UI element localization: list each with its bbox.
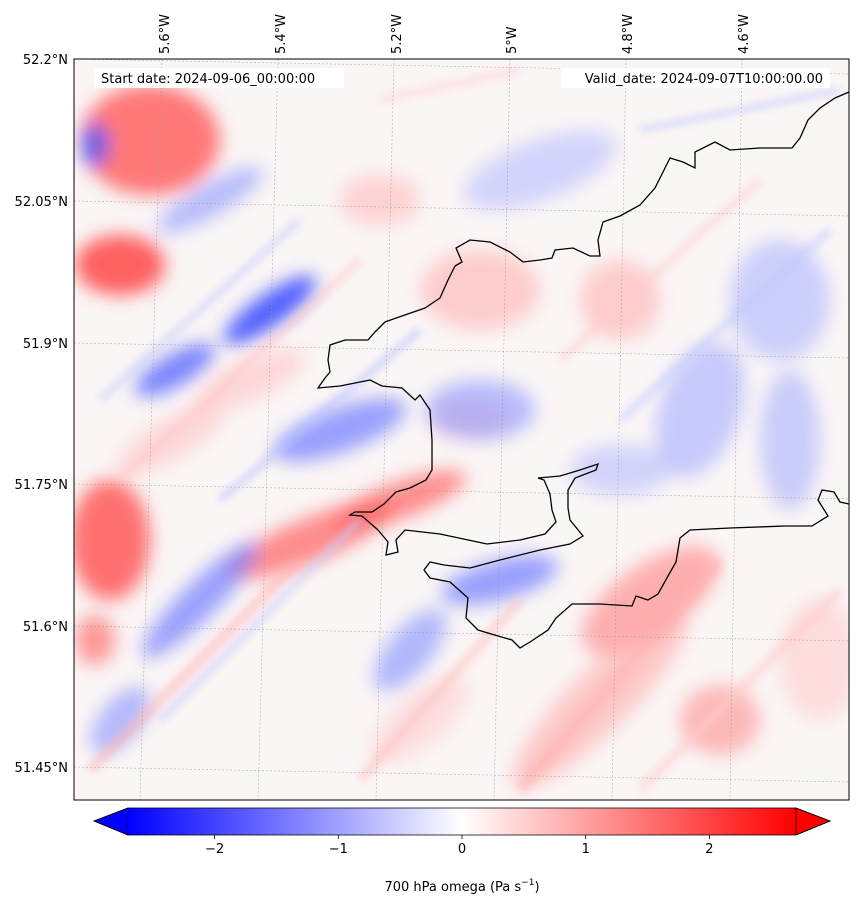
- coastline: [316, 91, 849, 649]
- colorbar-tick-label: 0: [458, 842, 466, 857]
- longitude-labels: 5.6°W 5.4°W 5.2°W 5°W 4.8°W 4.6°W: [158, 14, 752, 54]
- latitude-labels: 52.2°N 52.05°N 51.9°N 51.75°N 51.6°N 51.…: [15, 53, 68, 776]
- lat-label-51-45n: 51.45°N: [15, 761, 68, 776]
- colorbar: −2 −1 0 1 2 700 hPa omega (Pa s−1): [92, 807, 832, 895]
- colorbar-tick-label: −2: [205, 842, 224, 857]
- lat-label-51-75n: 51.75°N: [15, 478, 68, 493]
- valid-date-box: Valid_date: 2024-09-07T10:00:00.00: [561, 68, 830, 88]
- colorbar-tick-label: −1: [329, 842, 348, 857]
- lon-label-5-6w: 5.6°W: [158, 14, 173, 54]
- colorbar-ticks: −2 −1 0 1 2: [205, 835, 714, 857]
- omega-field-map: Start date: 2024-09-06_00:00:00 Valid_da…: [74, 59, 849, 800]
- lon-label-5w: 5°W: [505, 26, 520, 54]
- start-date-box: Start date: 2024-09-06_00:00:00: [94, 68, 344, 88]
- lon-label-4-6w: 4.6°W: [737, 14, 752, 54]
- lon-label-5-2w: 5.2°W: [390, 14, 405, 54]
- lat-label-52-05n: 52.05°N: [15, 195, 68, 210]
- map-frame: [73, 58, 850, 801]
- lat-label-51-9n: 51.9°N: [23, 337, 68, 352]
- colorbar-tick-label: 1: [582, 842, 590, 857]
- colorbar-outline: [92, 807, 832, 836]
- start-date-label: Start date: 2024-09-06_00:00:00: [101, 72, 315, 87]
- colorbar-body: [128, 808, 796, 835]
- lat-label-52-2n: 52.2°N: [23, 53, 68, 68]
- lon-label-4-8w: 4.8°W: [621, 14, 636, 54]
- lat-label-51-6n: 51.6°N: [23, 620, 68, 635]
- colorbar-label: 700 hPa omega (Pa s−1): [384, 878, 539, 895]
- colorbar-tick-label: 2: [705, 842, 713, 857]
- lon-label-5-4w: 5.4°W: [274, 14, 289, 54]
- colorbar-extend-low: [92, 807, 129, 836]
- colorbar-extend-high: [795, 807, 832, 836]
- omega-field-streaks: [86, 66, 844, 794]
- valid-date-label: Valid_date: 2024-09-07T10:00:00.00: [585, 72, 823, 87]
